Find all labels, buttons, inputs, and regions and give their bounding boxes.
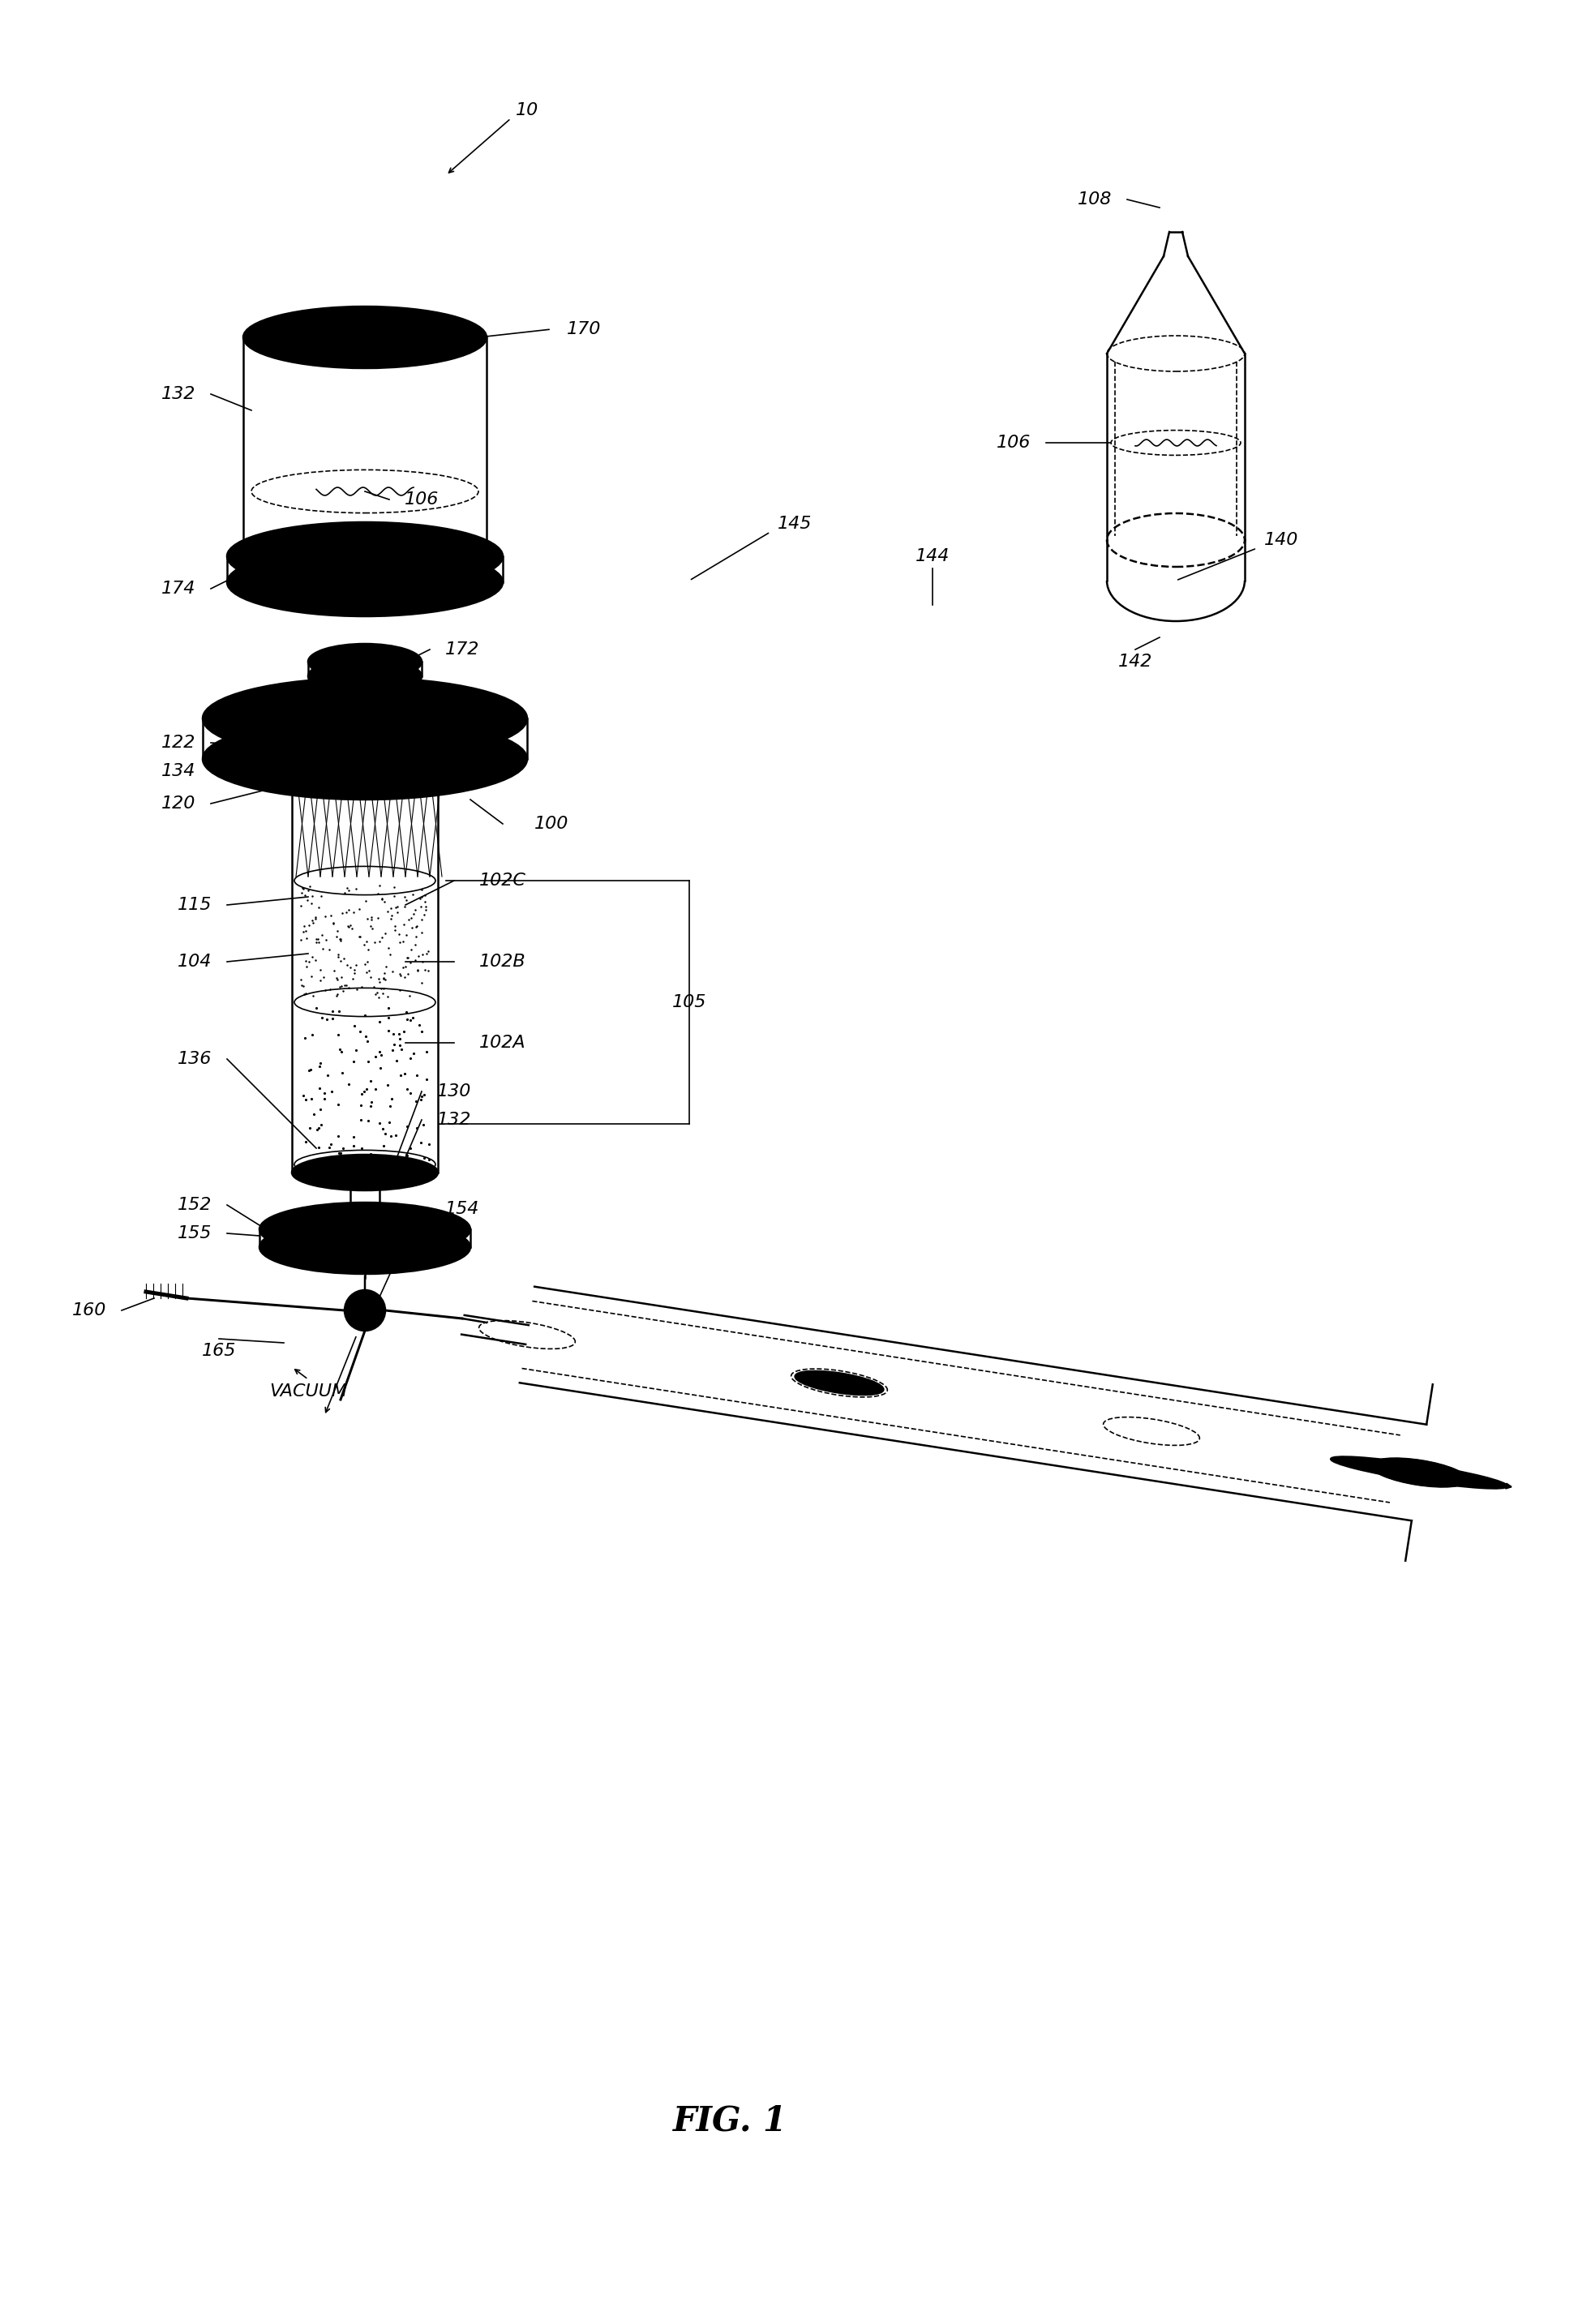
Ellipse shape — [259, 1220, 470, 1274]
Text: 152: 152 — [177, 1197, 211, 1213]
Text: 170: 170 — [567, 321, 601, 337]
Text: 154: 154 — [445, 1202, 480, 1218]
Text: 174: 174 — [161, 581, 196, 597]
Text: 102A: 102A — [480, 1034, 525, 1050]
Ellipse shape — [292, 741, 437, 776]
Text: 160: 160 — [73, 1301, 106, 1318]
Ellipse shape — [295, 753, 436, 781]
Text: 146: 146 — [404, 1250, 439, 1267]
Text: 144: 144 — [915, 548, 950, 565]
Ellipse shape — [350, 1234, 379, 1241]
Text: 136: 136 — [177, 1050, 211, 1067]
Text: 172: 172 — [445, 641, 480, 658]
Ellipse shape — [795, 1371, 884, 1394]
Text: FIG. 1: FIG. 1 — [672, 2103, 787, 2138]
Ellipse shape — [341, 1232, 390, 1243]
Ellipse shape — [308, 658, 421, 695]
Ellipse shape — [259, 1202, 470, 1255]
Text: 134: 134 — [161, 762, 196, 779]
Text: 102C: 102C — [480, 872, 525, 888]
Text: 100: 100 — [535, 816, 568, 832]
Text: 145: 145 — [778, 516, 811, 532]
Text: 140: 140 — [1264, 532, 1299, 548]
Text: 142: 142 — [1119, 653, 1152, 669]
Ellipse shape — [202, 679, 527, 760]
Text: 132: 132 — [161, 386, 196, 402]
Ellipse shape — [292, 1155, 437, 1190]
Ellipse shape — [243, 307, 486, 367]
Ellipse shape — [1371, 1459, 1468, 1487]
Text: VACUUM: VACUUM — [270, 1383, 347, 1399]
Text: 120: 120 — [161, 795, 196, 811]
Ellipse shape — [227, 523, 503, 590]
Text: 148: 148 — [404, 1218, 439, 1234]
Ellipse shape — [350, 1169, 379, 1176]
Text: 108: 108 — [1078, 191, 1112, 207]
Text: 106: 106 — [404, 490, 439, 507]
Text: 155: 155 — [177, 1225, 211, 1241]
Ellipse shape — [227, 548, 503, 616]
Ellipse shape — [328, 1220, 401, 1239]
Text: 10: 10 — [516, 102, 538, 119]
Text: 132: 132 — [437, 1111, 472, 1127]
Ellipse shape — [202, 718, 527, 799]
Text: 106: 106 — [996, 435, 1030, 451]
Text: 130: 130 — [437, 1083, 472, 1099]
Ellipse shape — [1330, 1457, 1507, 1487]
Ellipse shape — [333, 651, 396, 672]
Ellipse shape — [308, 644, 421, 679]
Text: 122: 122 — [161, 734, 196, 751]
Text: 165: 165 — [202, 1343, 237, 1360]
Text: 104: 104 — [177, 953, 211, 969]
Text: 102B: 102B — [480, 953, 525, 969]
Ellipse shape — [341, 1253, 390, 1264]
Text: 115: 115 — [177, 897, 211, 913]
Circle shape — [344, 1290, 385, 1332]
Ellipse shape — [316, 706, 413, 730]
Text: 105: 105 — [672, 995, 707, 1011]
